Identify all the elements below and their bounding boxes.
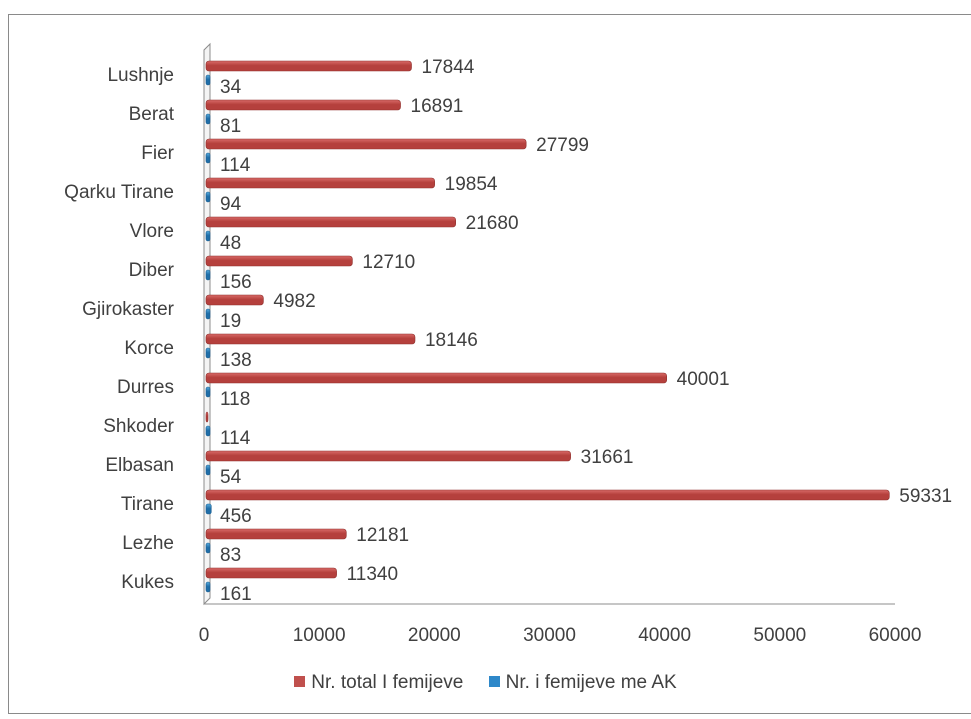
x-tick-label: 0 bbox=[199, 625, 210, 646]
data-label-ak: 156 bbox=[220, 272, 252, 293]
category-label: Elbasan bbox=[105, 455, 174, 476]
legend-swatch-total bbox=[294, 676, 306, 688]
data-label-ak: 94 bbox=[220, 194, 242, 215]
data-label-total: 59331 bbox=[899, 486, 952, 507]
chart-frame bbox=[8, 14, 971, 714]
data-label-ak: 83 bbox=[220, 545, 241, 566]
data-label-total: 12710 bbox=[362, 252, 415, 273]
bar-total bbox=[205, 255, 353, 267]
legend-label-ak: Nr. i femijeve me AK bbox=[505, 672, 677, 693]
legend-item-total: Nr. total I femijeve bbox=[294, 672, 463, 694]
bar-total bbox=[205, 567, 337, 579]
category-label: Tirane bbox=[121, 494, 174, 515]
x-tick-label: 50000 bbox=[753, 625, 806, 646]
category-label: Qarku Tirane bbox=[64, 182, 174, 203]
category-label: Gjirokaster bbox=[82, 299, 175, 320]
legend-swatch-ak bbox=[488, 676, 500, 688]
data-label-ak: 34 bbox=[220, 77, 242, 98]
category-label: Kukes bbox=[121, 572, 174, 593]
bar-ak bbox=[205, 74, 211, 86]
x-tick-label: 60000 bbox=[869, 625, 922, 646]
bar-ak bbox=[205, 113, 211, 125]
x-tick-label: 10000 bbox=[293, 625, 346, 646]
bar-total bbox=[205, 372, 667, 384]
data-label-ak: 81 bbox=[220, 116, 241, 137]
bar-ak bbox=[205, 464, 211, 476]
bar-total bbox=[205, 138, 527, 150]
data-label-total: 31661 bbox=[581, 447, 634, 468]
data-label-ak: 114 bbox=[220, 155, 251, 176]
bar-total bbox=[205, 177, 435, 189]
data-label-total: 4982 bbox=[273, 291, 315, 312]
bar-ak bbox=[205, 425, 211, 437]
bar-total bbox=[205, 450, 571, 462]
data-label-total: 16891 bbox=[411, 96, 464, 117]
chart-labels: Lushnje 17844 34 Berat 16891 81 Fier 27799 114 Qa… bbox=[64, 57, 952, 605]
data-label-ak: 48 bbox=[220, 233, 241, 254]
bar-total bbox=[205, 294, 264, 306]
x-tick-label: 40000 bbox=[638, 625, 691, 646]
bar-total bbox=[205, 411, 209, 423]
bar-total bbox=[205, 99, 401, 111]
bar-ak bbox=[205, 542, 211, 554]
data-label-ak: 161 bbox=[220, 584, 252, 605]
category-label: Fier bbox=[141, 143, 174, 164]
category-label: Diber bbox=[129, 260, 175, 281]
chart-legend: Nr. total I femijeve Nr. i femijeve me A… bbox=[0, 672, 971, 694]
chart-axes: 0 10000 20000 30000 40000 50000 60000 bbox=[199, 42, 922, 646]
category-label: Lezhe bbox=[122, 533, 174, 554]
category-label: Shkoder bbox=[103, 416, 174, 437]
data-label-ak: 114 bbox=[220, 428, 251, 449]
chart-bars bbox=[205, 60, 890, 593]
bar-ak bbox=[205, 308, 211, 320]
data-label-total: 27799 bbox=[536, 135, 589, 156]
legend-label-total: Nr. total I femijeve bbox=[311, 672, 464, 693]
data-label-total: 17844 bbox=[422, 57, 475, 78]
legend-item-ak: Nr. i femijeve me AK bbox=[488, 672, 677, 694]
bar-total bbox=[205, 489, 890, 501]
data-label-ak: 138 bbox=[220, 350, 252, 371]
x-tick-label: 30000 bbox=[523, 625, 576, 646]
data-label-ak: 19 bbox=[220, 311, 241, 332]
bar-ak bbox=[205, 503, 212, 515]
data-label-ak: 118 bbox=[220, 389, 250, 410]
bar-ak bbox=[205, 230, 211, 242]
data-label-ak: 456 bbox=[220, 506, 252, 527]
category-label: Korce bbox=[124, 338, 174, 359]
data-label-total: 19854 bbox=[445, 174, 498, 195]
bar-ak bbox=[205, 386, 211, 398]
data-label-total: 21680 bbox=[466, 213, 519, 234]
bar-ak bbox=[205, 269, 211, 281]
bar-total bbox=[205, 333, 416, 345]
bar-total bbox=[205, 60, 412, 72]
axis-wall bbox=[203, 42, 211, 606]
bar-total bbox=[205, 528, 347, 540]
bar-ak bbox=[205, 347, 211, 359]
data-label-total: 40001 bbox=[677, 369, 730, 390]
category-label: Lushnje bbox=[107, 65, 174, 86]
bar-total bbox=[205, 216, 456, 228]
category-label: Berat bbox=[129, 104, 175, 125]
category-label: Vlore bbox=[130, 221, 174, 242]
x-tick-label: 20000 bbox=[408, 625, 461, 646]
bar-ak bbox=[205, 191, 211, 203]
data-label-total: 11340 bbox=[347, 564, 398, 585]
bar-ak bbox=[205, 152, 211, 164]
data-label-ak: 54 bbox=[220, 467, 242, 488]
data-label-total: 18146 bbox=[425, 330, 478, 351]
bar-ak bbox=[205, 581, 211, 593]
data-label-total: 12181 bbox=[356, 525, 409, 546]
category-label: Durres bbox=[117, 377, 174, 398]
